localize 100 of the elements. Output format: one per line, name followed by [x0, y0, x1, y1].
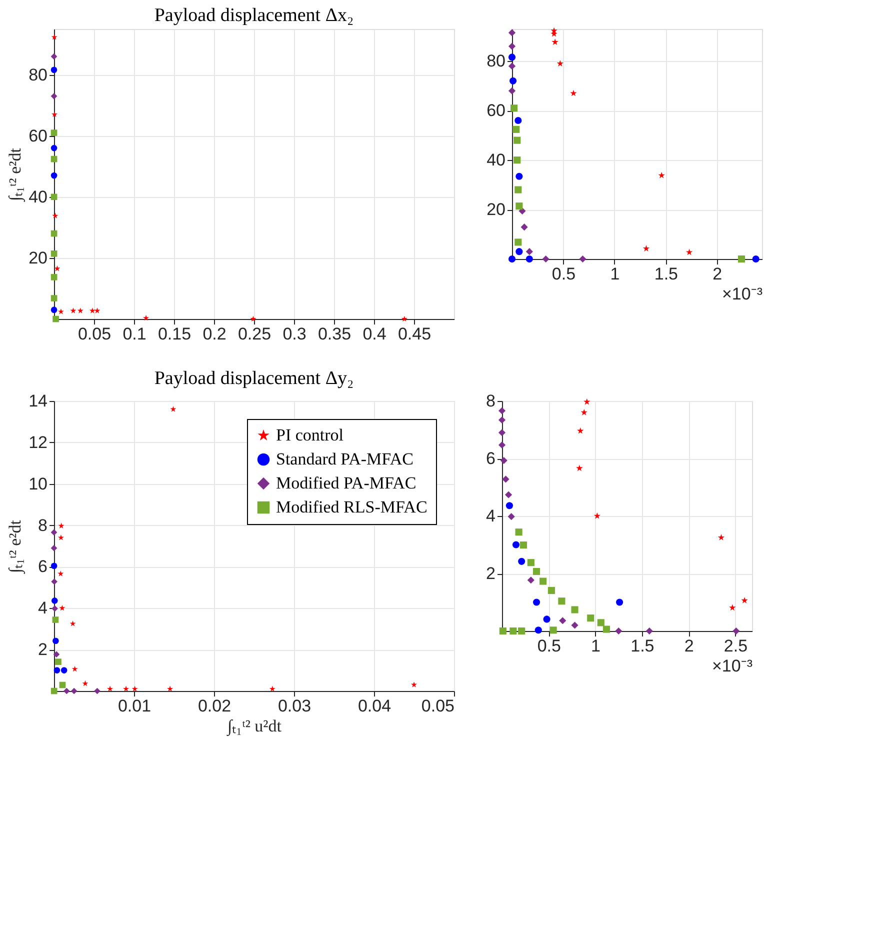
point — [542, 255, 550, 263]
point — [576, 464, 583, 472]
point — [642, 245, 650, 252]
point — [543, 616, 550, 623]
point — [59, 604, 66, 611]
point — [508, 255, 516, 263]
point — [59, 682, 66, 688]
point — [50, 544, 58, 552]
point — [54, 265, 60, 272]
point — [571, 606, 578, 614]
point — [508, 42, 516, 50]
point — [602, 626, 610, 633]
point — [552, 38, 558, 45]
point — [52, 616, 59, 623]
x-tick-label: 0.05 — [78, 324, 112, 344]
point — [50, 529, 58, 536]
y-tick-label: 8 — [38, 516, 48, 535]
point — [534, 626, 542, 634]
y-axis-title: ∫ₜ₁ᵗ² e²dt — [6, 520, 26, 574]
point — [729, 604, 736, 611]
x-axis-title: ∫ₜ₁ᵗ² u²dt — [226, 716, 282, 736]
point — [51, 111, 58, 118]
point — [58, 522, 64, 528]
x-tick-label: 0.2 — [202, 324, 226, 344]
point — [50, 172, 58, 179]
point — [509, 77, 517, 84]
point — [556, 60, 564, 66]
point — [53, 651, 60, 658]
point — [616, 598, 624, 606]
y-tick-label: 60 — [486, 101, 506, 120]
x-tick-label: 0.3 — [282, 324, 306, 344]
point — [520, 542, 527, 549]
point — [498, 441, 506, 449]
point — [50, 144, 58, 152]
point — [52, 316, 59, 322]
point — [166, 686, 174, 692]
point — [52, 212, 58, 218]
point — [122, 686, 130, 692]
point — [508, 87, 516, 94]
point — [518, 558, 526, 565]
x-tick-label: 1.5 — [654, 264, 678, 284]
point — [597, 619, 604, 626]
point — [571, 622, 578, 629]
point — [580, 408, 588, 416]
point — [570, 90, 577, 96]
x-tick-label: 0.1 — [122, 324, 146, 344]
point — [82, 680, 88, 686]
legend-label: Standard PA-MFAC — [276, 450, 414, 468]
point — [132, 686, 138, 692]
point — [94, 688, 100, 694]
point — [516, 172, 523, 180]
x-tick-label: 0.5 — [552, 264, 576, 284]
point — [50, 156, 58, 162]
point — [504, 491, 512, 498]
point — [594, 512, 601, 519]
point — [70, 620, 76, 626]
y-tick-label: 40 — [486, 150, 506, 170]
point — [502, 476, 510, 483]
point — [584, 398, 590, 405]
y-tick-label: 4 — [38, 598, 48, 618]
point — [516, 248, 523, 256]
legend-label: PI control — [276, 426, 344, 444]
point — [532, 598, 540, 606]
point — [55, 658, 62, 665]
y-tick-label: 80 — [486, 52, 506, 71]
point — [50, 66, 58, 74]
legend-label: Modified PA-MFAC — [276, 474, 416, 492]
point — [579, 255, 586, 263]
point — [500, 456, 508, 464]
point — [506, 502, 513, 510]
point — [250, 316, 256, 322]
y-tick-label: 60 — [28, 126, 48, 146]
x-tick-label: 1.5 — [630, 636, 654, 656]
y-tick-label: 14 — [28, 392, 48, 410]
y-tick-label: 4 — [486, 506, 496, 526]
point — [499, 627, 506, 635]
point — [70, 688, 78, 694]
point — [58, 534, 64, 540]
point — [50, 274, 58, 280]
point — [752, 255, 760, 263]
chart-title: Payload displacement Δy₂ — [154, 368, 354, 389]
point — [514, 238, 522, 246]
point — [526, 248, 533, 256]
point — [142, 314, 150, 321]
y-tick-label: 20 — [486, 200, 506, 220]
x-tick-label: 0.45 — [398, 324, 432, 344]
point — [52, 605, 58, 612]
point — [72, 666, 78, 672]
point — [50, 688, 58, 694]
point — [646, 627, 653, 635]
point — [512, 541, 520, 548]
text: ×10⁻³ — [722, 284, 763, 304]
point — [170, 406, 176, 412]
point — [518, 627, 526, 635]
y-tick-label: 6 — [38, 557, 48, 576]
y-tick-label: 40 — [28, 187, 48, 206]
x-tick-label: 2.5 — [724, 636, 748, 656]
point — [540, 578, 547, 585]
x-tick-label: 0.35 — [318, 324, 352, 344]
point — [741, 596, 748, 604]
